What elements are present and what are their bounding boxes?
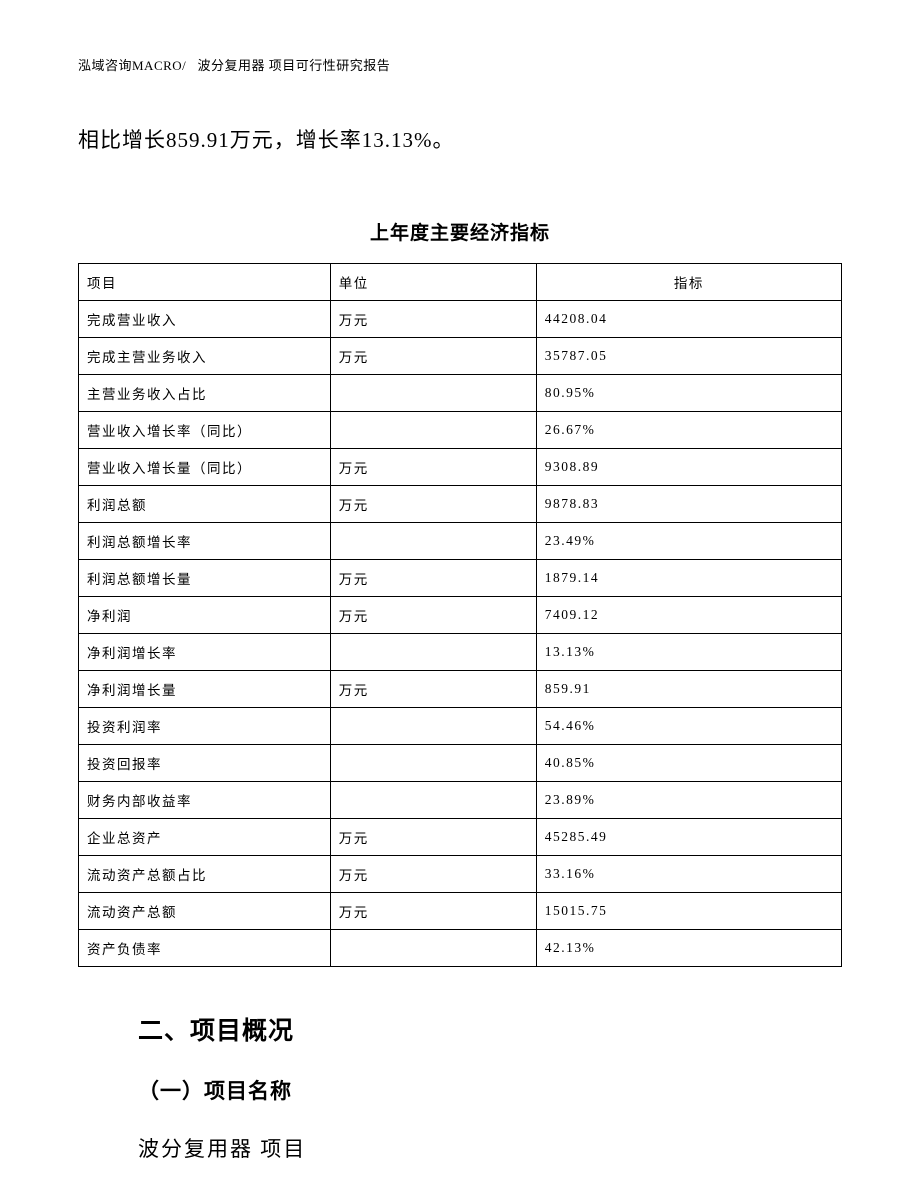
cell-value: 54.46% [536, 707, 841, 744]
cell-item: 投资利润率 [79, 707, 331, 744]
cell-item: 营业收入增长率（同比） [79, 411, 331, 448]
cell-unit [330, 522, 536, 559]
cell-value: 7409.12 [536, 596, 841, 633]
header-doc-title: 波分复用器 项目可行性研究报告 [198, 58, 391, 73]
cell-item: 完成主营业务收入 [79, 337, 331, 374]
table-row: 利润总额增长率 23.49% [79, 522, 842, 559]
cell-value: 40.85% [536, 744, 841, 781]
cell-unit: 万元 [330, 559, 536, 596]
cell-value: 859.91 [536, 670, 841, 707]
cell-value: 1879.14 [536, 559, 841, 596]
cell-unit [330, 633, 536, 670]
col-header-unit: 单位 [330, 263, 536, 300]
cell-value: 23.49% [536, 522, 841, 559]
cell-unit [330, 411, 536, 448]
cell-unit: 万元 [330, 892, 536, 929]
table-row: 利润总额增长量万元1879.14 [79, 559, 842, 596]
table-row: 净利润万元7409.12 [79, 596, 842, 633]
cell-item: 企业总资产 [79, 818, 331, 855]
table-row: 流动资产总额万元15015.75 [79, 892, 842, 929]
cell-unit: 万元 [330, 596, 536, 633]
cell-item: 利润总额 [79, 485, 331, 522]
table-row: 净利润增长量万元859.91 [79, 670, 842, 707]
cell-value: 26.67% [536, 411, 841, 448]
cell-item: 流动资产总额 [79, 892, 331, 929]
cell-value: 35787.05 [536, 337, 841, 374]
page-container: 泓域咨询MACRO/ 波分复用器 项目可行性研究报告 相比增长859.91万元，… [0, 0, 920, 1163]
table-title: 上年度主要经济指标 [78, 218, 842, 245]
table-row: 主营业务收入占比 80.95% [79, 374, 842, 411]
cell-unit: 万元 [330, 670, 536, 707]
economic-indicators-table: 项目 单位 指标 完成营业收入万元44208.04 完成主营业务收入万元3578… [78, 263, 842, 967]
cell-unit [330, 374, 536, 411]
table-header-row: 项目 单位 指标 [79, 263, 842, 300]
cell-unit: 万元 [330, 300, 536, 337]
page-header: 泓域咨询MACRO/ 波分复用器 项目可行性研究报告 [78, 55, 842, 74]
project-name-text: 波分复用器 项目 [138, 1133, 842, 1163]
cell-unit [330, 929, 536, 966]
cell-item: 净利润增长率 [79, 633, 331, 670]
cell-item: 利润总额增长率 [79, 522, 331, 559]
table-row: 财务内部收益率 23.89% [79, 781, 842, 818]
cell-unit: 万元 [330, 855, 536, 892]
cell-value: 15015.75 [536, 892, 841, 929]
table-row: 净利润增长率 13.13% [79, 633, 842, 670]
header-company: 泓域咨询MACRO/ [78, 58, 186, 73]
table-row: 利润总额万元9878.83 [79, 485, 842, 522]
cell-value: 44208.04 [536, 300, 841, 337]
cell-item: 完成营业收入 [79, 300, 331, 337]
table-row: 投资利润率 54.46% [79, 707, 842, 744]
cell-unit [330, 781, 536, 818]
cell-unit: 万元 [330, 448, 536, 485]
cell-value: 42.13% [536, 929, 841, 966]
table-row: 营业收入增长量（同比）万元9308.89 [79, 448, 842, 485]
table-row: 营业收入增长率（同比） 26.67% [79, 411, 842, 448]
cell-item: 主营业务收入占比 [79, 374, 331, 411]
subsection-heading: （一）项目名称 [138, 1075, 842, 1105]
cell-unit: 万元 [330, 485, 536, 522]
cell-value: 13.13% [536, 633, 841, 670]
cell-item: 营业收入增长量（同比） [79, 448, 331, 485]
cell-unit [330, 707, 536, 744]
cell-unit [330, 744, 536, 781]
cell-value: 33.16% [536, 855, 841, 892]
cell-value: 45285.49 [536, 818, 841, 855]
col-header-item: 项目 [79, 263, 331, 300]
table-row: 企业总资产万元45285.49 [79, 818, 842, 855]
cell-value: 80.95% [536, 374, 841, 411]
cell-item: 利润总额增长量 [79, 559, 331, 596]
cell-item: 投资回报率 [79, 744, 331, 781]
table-row: 资产负债率 42.13% [79, 929, 842, 966]
table-row: 投资回报率 40.85% [79, 744, 842, 781]
table-row: 完成营业收入万元44208.04 [79, 300, 842, 337]
cell-item: 资产负债率 [79, 929, 331, 966]
section-heading: 二、项目概况 [138, 1011, 842, 1047]
table-body: 完成营业收入万元44208.04 完成主营业务收入万元35787.05 主营业务… [79, 300, 842, 966]
cell-unit: 万元 [330, 818, 536, 855]
cell-value: 23.89% [536, 781, 841, 818]
cell-unit: 万元 [330, 337, 536, 374]
col-header-value: 指标 [536, 263, 841, 300]
cell-value: 9878.83 [536, 485, 841, 522]
cell-item: 财务内部收益率 [79, 781, 331, 818]
body-paragraph: 相比增长859.91万元，增长率13.13%。 [78, 124, 842, 158]
cell-item: 流动资产总额占比 [79, 855, 331, 892]
table-row: 完成主营业务收入万元35787.05 [79, 337, 842, 374]
cell-item: 净利润增长量 [79, 670, 331, 707]
cell-value: 9308.89 [536, 448, 841, 485]
table-row: 流动资产总额占比万元33.16% [79, 855, 842, 892]
cell-item: 净利润 [79, 596, 331, 633]
